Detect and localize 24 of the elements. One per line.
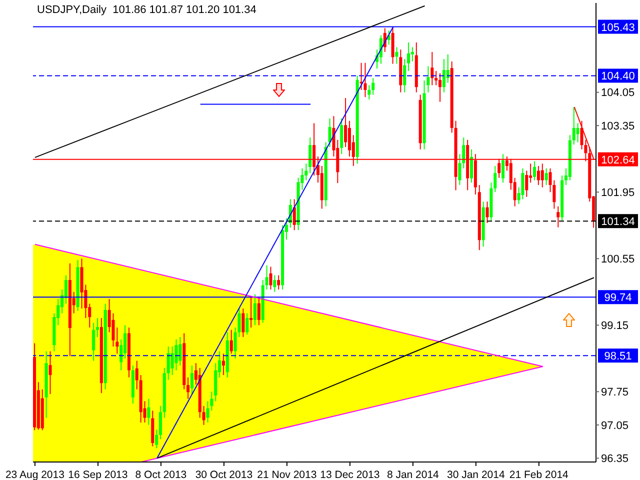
x-tick-label: 8 Oct 2013 bbox=[135, 469, 187, 480]
ref-line-label: 101.34 bbox=[601, 216, 635, 228]
ref-line-label: 105.43 bbox=[601, 22, 635, 34]
y-tick-label: 100.55 bbox=[601, 254, 635, 266]
y-tick-label: 104.05 bbox=[601, 87, 635, 100]
x-tick-label: 30 Oct 2013 bbox=[195, 469, 253, 480]
y-tick-label: 97.05 bbox=[601, 420, 629, 432]
x-tick-label: 30 Jan 2014 bbox=[447, 469, 505, 480]
x-tick-label: 8 Jan 2014 bbox=[386, 469, 440, 480]
x-tick-label: 13 Dec 2013 bbox=[320, 469, 380, 480]
y-tick-label: 96.35 bbox=[601, 453, 629, 466]
y-tick-label: 99.15 bbox=[601, 320, 629, 332]
ref-line-label: 104.40 bbox=[601, 70, 635, 83]
ref-line-label: 98.51 bbox=[604, 350, 632, 363]
x-tick-label: 23 Aug 2013 bbox=[5, 469, 65, 480]
x-tick-label: 21 Nov 2013 bbox=[257, 469, 317, 480]
x-tick-label: 21 Feb 2014 bbox=[509, 469, 569, 480]
ref-line-label: 102.64 bbox=[601, 154, 635, 166]
y-tick-label: 101.95 bbox=[601, 187, 635, 200]
y-tick-label: 103.35 bbox=[601, 120, 635, 132]
chart-title: USDJPY,Daily 101.86 101.87 101.20 101.34 bbox=[37, 4, 256, 16]
y-tick-label: 97.75 bbox=[601, 386, 629, 399]
x-tick-label: 16 Sep 2013 bbox=[68, 469, 128, 480]
ref-line-label: 99.74 bbox=[604, 292, 632, 304]
